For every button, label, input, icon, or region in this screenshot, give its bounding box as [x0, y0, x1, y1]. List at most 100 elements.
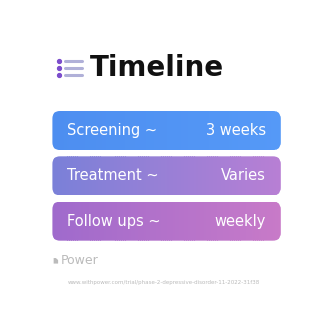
Bar	[200, 156, 202, 195]
Bar	[142, 202, 145, 241]
Bar	[108, 111, 110, 150]
Bar	[152, 156, 154, 195]
Bar	[54, 111, 57, 150]
Bar	[116, 156, 118, 195]
Bar	[205, 202, 208, 241]
Bar	[119, 111, 122, 150]
Bar	[182, 156, 185, 195]
Bar	[240, 156, 243, 195]
Bar	[227, 202, 229, 241]
Bar	[116, 202, 118, 241]
Bar	[100, 202, 102, 241]
Bar	[175, 111, 177, 150]
Bar	[106, 156, 108, 195]
Bar	[152, 202, 154, 241]
Bar	[125, 111, 127, 150]
Bar	[200, 111, 202, 150]
Bar	[252, 156, 254, 195]
Bar	[188, 111, 191, 150]
Bar	[54, 156, 57, 195]
Bar	[179, 156, 181, 195]
Bar	[240, 111, 243, 150]
Bar	[98, 156, 100, 195]
Bar	[112, 156, 114, 195]
Bar	[150, 202, 152, 241]
Bar	[150, 111, 152, 150]
Bar	[257, 111, 260, 150]
Bar	[64, 111, 66, 150]
Bar	[242, 202, 244, 241]
Bar	[114, 156, 116, 195]
Bar	[252, 202, 254, 241]
Text: Screening ~: Screening ~	[67, 123, 157, 138]
Bar	[102, 156, 104, 195]
Bar	[158, 202, 160, 241]
Bar	[81, 111, 83, 150]
Bar	[192, 156, 195, 195]
Bar	[127, 202, 129, 241]
Bar	[278, 156, 281, 195]
Bar	[167, 156, 170, 195]
Bar	[198, 202, 200, 241]
Bar	[163, 111, 166, 150]
Bar	[66, 156, 68, 195]
Bar	[94, 156, 97, 195]
Bar	[255, 156, 258, 195]
Bar	[171, 202, 173, 241]
Bar	[121, 156, 124, 195]
Bar	[255, 202, 258, 241]
Text: Varies: Varies	[221, 168, 266, 183]
Bar	[66, 202, 68, 241]
Bar	[209, 111, 212, 150]
Bar	[194, 156, 196, 195]
Bar	[248, 111, 250, 150]
Bar	[127, 111, 129, 150]
Bar	[271, 202, 273, 241]
Bar	[89, 202, 91, 241]
Bar	[116, 111, 118, 150]
Bar	[280, 202, 283, 241]
Bar	[139, 156, 141, 195]
Bar	[267, 156, 269, 195]
Bar	[221, 156, 223, 195]
Bar	[213, 202, 216, 241]
Bar	[230, 202, 233, 241]
Bar	[160, 202, 162, 241]
Bar	[167, 111, 170, 150]
Bar	[137, 111, 139, 150]
Bar	[92, 156, 95, 195]
Bar	[188, 156, 191, 195]
Bar	[219, 202, 221, 241]
Bar	[190, 202, 193, 241]
Bar	[52, 156, 55, 195]
Bar	[69, 202, 72, 241]
Bar	[98, 111, 100, 150]
Bar	[123, 111, 125, 150]
Bar	[230, 111, 233, 150]
Bar	[89, 156, 91, 195]
Bar	[221, 111, 223, 150]
Bar	[165, 202, 168, 241]
Bar	[142, 111, 145, 150]
Bar	[165, 156, 168, 195]
Bar	[121, 202, 124, 241]
Bar	[140, 156, 143, 195]
Bar	[85, 156, 87, 195]
Bar	[169, 156, 172, 195]
Bar	[215, 111, 218, 150]
Bar	[182, 111, 185, 150]
Bar	[58, 156, 60, 195]
Bar	[60, 156, 62, 195]
Bar	[100, 156, 102, 195]
Bar	[87, 156, 89, 195]
Bar	[156, 111, 158, 150]
Bar	[135, 111, 137, 150]
Bar	[278, 111, 281, 150]
Bar	[158, 156, 160, 195]
Bar	[228, 111, 231, 150]
Bar	[236, 202, 239, 241]
Text: www.withpower.com/trial/phase-2-depressive-disorder-11-2022-31f38: www.withpower.com/trial/phase-2-depressi…	[68, 281, 260, 285]
Bar	[200, 202, 202, 241]
Bar	[259, 202, 262, 241]
Bar	[171, 156, 173, 195]
